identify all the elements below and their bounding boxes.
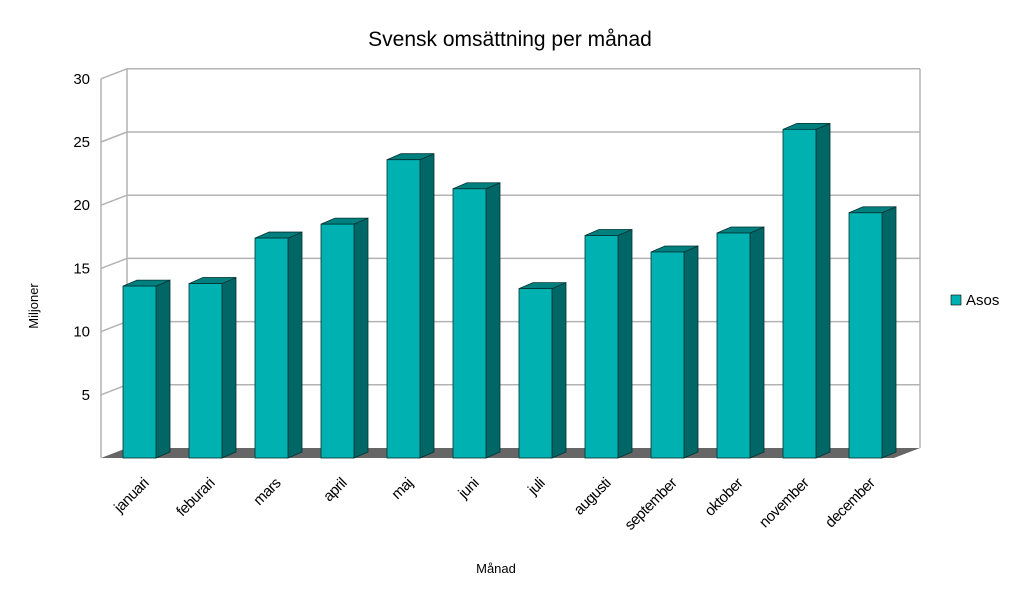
grid-line-side bbox=[100, 194, 128, 206]
bar bbox=[188, 283, 223, 459]
y-tick-label: 5 bbox=[82, 387, 90, 404]
bar-side bbox=[353, 217, 369, 459]
bar bbox=[122, 285, 157, 459]
y-tick-label: 25 bbox=[73, 134, 90, 151]
x-tick-label: juli bbox=[524, 475, 548, 499]
bar bbox=[782, 128, 817, 459]
x-tick-label: mars bbox=[250, 475, 284, 509]
bar-side bbox=[617, 228, 633, 459]
x-tick-label: juni bbox=[454, 475, 482, 503]
y-tick-label: 20 bbox=[73, 197, 90, 214]
y-tick-label: 15 bbox=[73, 260, 90, 277]
legend-swatch bbox=[950, 294, 962, 306]
bar-side bbox=[683, 245, 699, 459]
grid-line-side bbox=[100, 131, 128, 143]
bar-side bbox=[551, 282, 567, 459]
x-tick-label: feburari bbox=[173, 475, 218, 520]
bar bbox=[386, 159, 421, 459]
bar-side bbox=[155, 279, 171, 459]
x-tick-label: december bbox=[822, 474, 879, 531]
grid-line-side bbox=[100, 257, 128, 270]
bar bbox=[584, 235, 619, 459]
y-axis-label: Miljoner bbox=[26, 283, 41, 329]
legend-label: Asos bbox=[966, 292, 999, 309]
bar-side bbox=[881, 206, 897, 459]
bar bbox=[716, 232, 751, 459]
bar bbox=[848, 212, 883, 459]
bar-side bbox=[221, 276, 237, 459]
bar bbox=[320, 223, 355, 459]
x-tick-label: januari bbox=[110, 475, 152, 517]
plot-area: 5 10 15 20 25 30 januari feburari mars april maj ju… bbox=[73, 68, 921, 534]
x-tick-label: april bbox=[320, 475, 350, 505]
y-tick-label: 10 bbox=[73, 324, 90, 341]
chart-title: Svensk omsättning per månad bbox=[368, 28, 652, 51]
bar bbox=[518, 288, 553, 459]
bar bbox=[650, 251, 685, 459]
chart-floor bbox=[101, 448, 920, 458]
bar-side bbox=[485, 182, 501, 459]
bar-side bbox=[287, 231, 303, 459]
bar bbox=[254, 237, 289, 459]
x-tick-label: augusti bbox=[571, 475, 615, 519]
x-tick-label: september bbox=[621, 474, 680, 533]
bar-side bbox=[815, 122, 831, 459]
bar-side bbox=[749, 226, 765, 459]
bar bbox=[452, 188, 487, 459]
grid-line-side bbox=[100, 68, 128, 80]
y-tick-label: 30 bbox=[73, 71, 90, 88]
x-tick-label: oktober bbox=[701, 474, 746, 519]
x-tick-label: november bbox=[756, 474, 813, 531]
bar-side bbox=[419, 153, 435, 459]
x-axis-label: Månad bbox=[476, 561, 516, 576]
x-tick-label: maj bbox=[388, 475, 416, 503]
legend: Asos bbox=[950, 292, 999, 309]
